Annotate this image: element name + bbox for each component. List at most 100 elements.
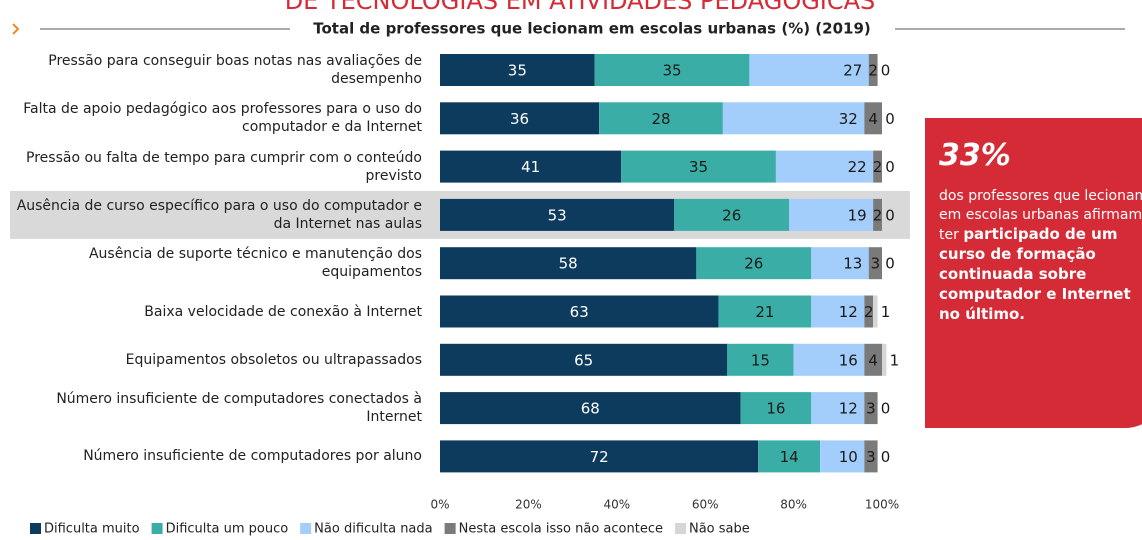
category-label: Pressão para conseguir boas notas nas av… <box>48 53 422 87</box>
value-label: 2 <box>864 303 874 321</box>
legend-swatch <box>444 523 456 534</box>
bar-segment <box>864 440 878 473</box>
value-label: 4 <box>868 351 878 369</box>
bar-segment <box>440 392 741 425</box>
bar-segment <box>718 295 812 328</box>
x-tick-label: 80% <box>780 498 807 512</box>
value-label: 0 <box>885 255 895 273</box>
value-label: 0 <box>881 62 891 80</box>
value-label: 32 <box>839 110 858 128</box>
value-label: 14 <box>780 448 799 466</box>
bar-segment <box>882 343 887 376</box>
legend-swatch <box>300 523 312 534</box>
legend-label: Não dificulta nada <box>314 522 432 537</box>
value-label: 19 <box>848 206 867 224</box>
bar-segment <box>873 150 882 183</box>
legend-swatch <box>30 523 41 534</box>
bar-segment <box>775 150 874 183</box>
value-label: 4 <box>868 110 878 128</box>
bar-segment <box>440 295 719 328</box>
value-label: 35 <box>663 62 682 80</box>
bar-segment <box>811 295 865 328</box>
value-label: 35 <box>508 62 527 80</box>
bar-segment <box>727 343 794 376</box>
callout: 33% dos professores que lecionam em esco… <box>925 118 1142 428</box>
value-label: 12 <box>839 400 858 418</box>
value-label: 41 <box>521 158 540 176</box>
category-label: Baixa velocidade de conexão à Internet <box>144 303 422 320</box>
value-label: 68 <box>581 400 600 418</box>
callout-bold: participado de um curso de formação cont… <box>939 225 1131 323</box>
bar-segment <box>868 247 882 280</box>
value-label: 0 <box>885 158 895 176</box>
x-tick-label: 60% <box>692 498 719 512</box>
bar-segment <box>740 392 812 425</box>
value-label: 1 <box>890 351 900 369</box>
bar-segment <box>789 198 874 231</box>
value-label: 3 <box>866 400 876 418</box>
bar-segment <box>621 150 776 183</box>
category-label: Falta de apoio pedagógico aos professore… <box>23 101 422 136</box>
value-label: 63 <box>570 303 589 321</box>
chart-subtitle: Total de professores que lecionam em esc… <box>313 20 871 38</box>
value-label: 0 <box>885 110 895 128</box>
category-label: Número insuficiente de computadores cone… <box>56 391 422 426</box>
bar-segment <box>793 343 865 376</box>
value-label: 13 <box>843 255 862 273</box>
value-label: 3 <box>871 255 881 273</box>
value-label: 2 <box>868 62 878 80</box>
x-tick-label: 20% <box>515 498 542 512</box>
value-label: 21 <box>755 303 774 321</box>
callout-headline: 33% <box>939 138 1011 173</box>
value-label: 16 <box>839 351 858 369</box>
bar-segment <box>440 54 595 86</box>
bar-segment <box>873 295 878 328</box>
value-label: 35 <box>689 158 708 176</box>
callout-text: dos professores que lecionam em escolas … <box>939 187 1142 325</box>
value-label: 15 <box>751 351 770 369</box>
value-label: 26 <box>744 255 763 273</box>
x-tick-label: 40% <box>603 498 630 512</box>
legend-label: Dificulta um pouco <box>166 522 289 537</box>
chart-title: DE TECNOLOGIAS EM ATIVIDADES PEDAGÓGICAS <box>285 0 876 15</box>
x-tick-label: 100% <box>865 498 899 512</box>
legend-swatch <box>151 523 163 534</box>
legend-label: Dificulta muito <box>44 522 140 537</box>
bar-segment <box>820 440 865 473</box>
category-label: Ausência de suporte técnico e manutenção… <box>88 246 422 281</box>
bar-segment <box>811 392 865 425</box>
bar-segment <box>864 343 882 376</box>
value-label: 3 <box>866 448 876 466</box>
bar-segment <box>440 440 759 473</box>
bar-segment <box>868 54 878 86</box>
bar-segment <box>594 54 750 86</box>
category-label: Equipamentos obsoletos ou ultrapassados <box>125 351 422 368</box>
bar-segment <box>864 295 874 328</box>
value-label: 0 <box>881 400 891 418</box>
value-label: 72 <box>590 448 609 466</box>
legend-swatch <box>674 523 686 534</box>
value-label: 65 <box>574 351 593 369</box>
bar-segment <box>864 392 878 425</box>
value-label: 22 <box>848 158 867 176</box>
x-tick-label: 0% <box>430 498 449 512</box>
value-label: 12 <box>839 303 858 321</box>
value-label: 0 <box>885 206 895 224</box>
bar-segment <box>811 247 869 280</box>
value-label: 2 <box>873 206 883 224</box>
legend-label: Nesta escola isso não acontece <box>459 522 663 537</box>
bar-segment <box>440 150 622 183</box>
bar-segment <box>674 198 790 231</box>
bar-segment <box>873 198 882 231</box>
value-label: 2 <box>873 158 883 176</box>
value-label: 10 <box>839 448 858 466</box>
value-label: 28 <box>651 110 670 128</box>
bar-segment <box>758 440 821 473</box>
legend-label: Não sabe <box>689 522 750 537</box>
value-label: 0 <box>881 448 891 466</box>
value-label: 53 <box>548 206 567 224</box>
value-label: 58 <box>559 255 578 273</box>
value-label: 1 <box>881 303 891 321</box>
value-label: 26 <box>722 206 741 224</box>
